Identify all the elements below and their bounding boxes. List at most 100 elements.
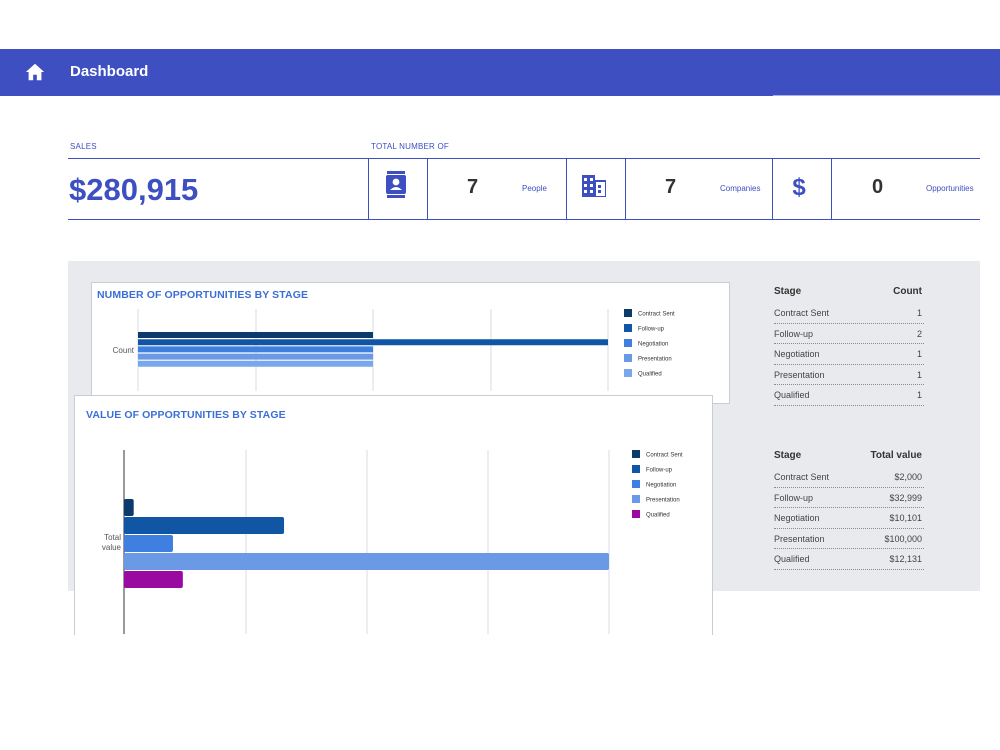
value-chart-title: VALUE OF OPPORTUNITIES BY STAGE	[86, 409, 286, 421]
kpi-divider	[566, 159, 567, 219]
legend-swatch-contract-sent	[624, 309, 632, 317]
table-row: Contract Sent 1	[774, 303, 924, 324]
kpi-divider	[625, 159, 626, 219]
legend-swatch-qualified	[624, 369, 632, 377]
table-row: Presentation 1	[774, 365, 924, 385]
legend-label-contract-sent: Contract Sent	[646, 453, 683, 459]
header-divider	[773, 95, 1000, 96]
stage-cell: Qualified	[774, 554, 810, 564]
bar-negotiation	[124, 535, 173, 552]
value-cell: $10,101	[889, 513, 922, 523]
people-count: 7	[467, 176, 479, 198]
count-table: Stage Count Contract Sent 1 Follow-up 2 Ne…	[774, 283, 924, 406]
dollar-icon: $	[792, 174, 806, 199]
legend-swatch-negotiation	[624, 339, 632, 347]
value-table: Stage Total value Contract Sent $2,000 Fo…	[774, 447, 924, 570]
stage-cell: Presentation	[774, 533, 825, 544]
table-row: Negotiation $10,101	[774, 508, 924, 529]
legend-swatch-contract-sent	[632, 450, 640, 458]
count-header: Count	[893, 286, 922, 297]
bar-qualified	[138, 360, 373, 367]
kpi-row: $280,915 7 People 7 Companies $ 0 Opport…	[68, 158, 980, 220]
legend-swatch-follow-up	[624, 324, 632, 332]
count-chart-title: NUMBER OF OPPORTUNITIES BY STAGE	[97, 289, 309, 301]
bar-qualified	[124, 571, 183, 588]
bar-follow-up	[138, 339, 608, 346]
opportunities-label: Opportunities	[926, 184, 974, 193]
home-icon[interactable]	[24, 61, 46, 83]
table-row: Negotiation 1	[774, 344, 924, 365]
legend-label-presentation: Presentation	[646, 498, 680, 504]
value-table-header: Stage Total value	[774, 447, 924, 467]
stage-cell: Contract Sent	[774, 472, 830, 482]
legend-label-follow-up: Follow-up	[638, 327, 665, 333]
kpi-divider	[368, 159, 369, 219]
bar-presentation	[124, 553, 609, 570]
value-cell: $2,000	[894, 472, 922, 482]
y-axis-label: Count	[113, 346, 135, 355]
count-cell: 1	[916, 308, 922, 318]
companies-count: 7	[665, 176, 677, 198]
sales-label: SALES	[70, 142, 97, 151]
table-row: Contract Sent $2,000	[774, 467, 924, 488]
y-axis-label: value	[102, 543, 122, 552]
legend-swatch-presentation	[624, 354, 632, 362]
stage-cell: Follow-up	[774, 492, 814, 503]
bar-contract-sent	[124, 499, 134, 516]
kpi-divider	[772, 159, 773, 219]
page-title: Dashboard	[70, 63, 149, 80]
building-icon	[582, 175, 606, 197]
kpi-divider	[831, 159, 832, 219]
table-row: Presentation $100,000	[774, 529, 924, 549]
kpi-divider	[427, 159, 428, 219]
bar-negotiation	[138, 346, 373, 353]
stage-cell: Follow-up	[774, 328, 814, 339]
contacts-icon	[386, 171, 406, 198]
bar-contract-sent	[138, 332, 373, 338]
value-cell: $100,000	[884, 533, 922, 544]
count-chart-card: NUMBER OF OPPORTUNITIES BY STAGE Count Co…	[91, 282, 730, 404]
table-row: Follow-up 2	[774, 324, 924, 344]
legend-label-contract-sent: Contract Sent	[638, 312, 675, 318]
opportunities-count: 0	[872, 176, 884, 198]
legend-label-negotiation: Negotiation	[646, 483, 676, 489]
stage-cell: Qualified	[774, 390, 810, 400]
legend-swatch-qualified	[632, 510, 640, 518]
table-row: Qualified $12,131	[774, 549, 924, 570]
legend-swatch-presentation	[632, 495, 640, 503]
stage-header: Stage	[774, 450, 802, 461]
bar-presentation	[138, 353, 373, 360]
legend-swatch-negotiation	[632, 480, 640, 488]
sales-value: $280,915	[69, 172, 199, 207]
y-axis-label: Total	[104, 533, 121, 542]
legend-label-presentation: Presentation	[638, 357, 672, 363]
legend-label-qualified: Qualified	[646, 513, 670, 519]
total-number-label: TOTAL NUMBER OF	[371, 142, 449, 151]
legend-label-qualified: Qualified	[638, 372, 662, 378]
stage-cell: Negotiation	[774, 349, 820, 359]
value-chart-card: VALUE OF OPPORTUNITIES BY STAGE Total val…	[74, 395, 713, 635]
stage-header: Stage	[774, 286, 802, 297]
count-cell: 2	[916, 328, 922, 339]
people-label: People	[522, 184, 547, 193]
value-cell: $12,131	[889, 554, 922, 564]
value-cell: $32,999	[889, 492, 922, 503]
legend-swatch-follow-up	[632, 465, 640, 473]
count-chart: Count Contract Sent Follow-up Negotiation Pr…	[113, 309, 675, 391]
table-row: Follow-up $32,999	[774, 488, 924, 508]
count-cell: 1	[916, 349, 922, 359]
app-header: Dashboard	[0, 49, 1000, 96]
total-value-header: Total value	[870, 450, 923, 461]
svg-text:$: $	[792, 174, 806, 199]
count-cell: 1	[916, 390, 922, 400]
legend-label-follow-up: Follow-up	[646, 468, 673, 474]
count-table-header: Stage Count	[774, 283, 924, 303]
stage-cell: Contract Sent	[774, 308, 830, 318]
count-cell: 1	[916, 369, 922, 380]
legend-label-negotiation: Negotiation	[638, 342, 668, 348]
stage-cell: Presentation	[774, 369, 825, 380]
bar-follow-up	[124, 517, 285, 534]
table-row: Qualified 1	[774, 385, 924, 406]
stage-cell: Negotiation	[774, 513, 820, 523]
